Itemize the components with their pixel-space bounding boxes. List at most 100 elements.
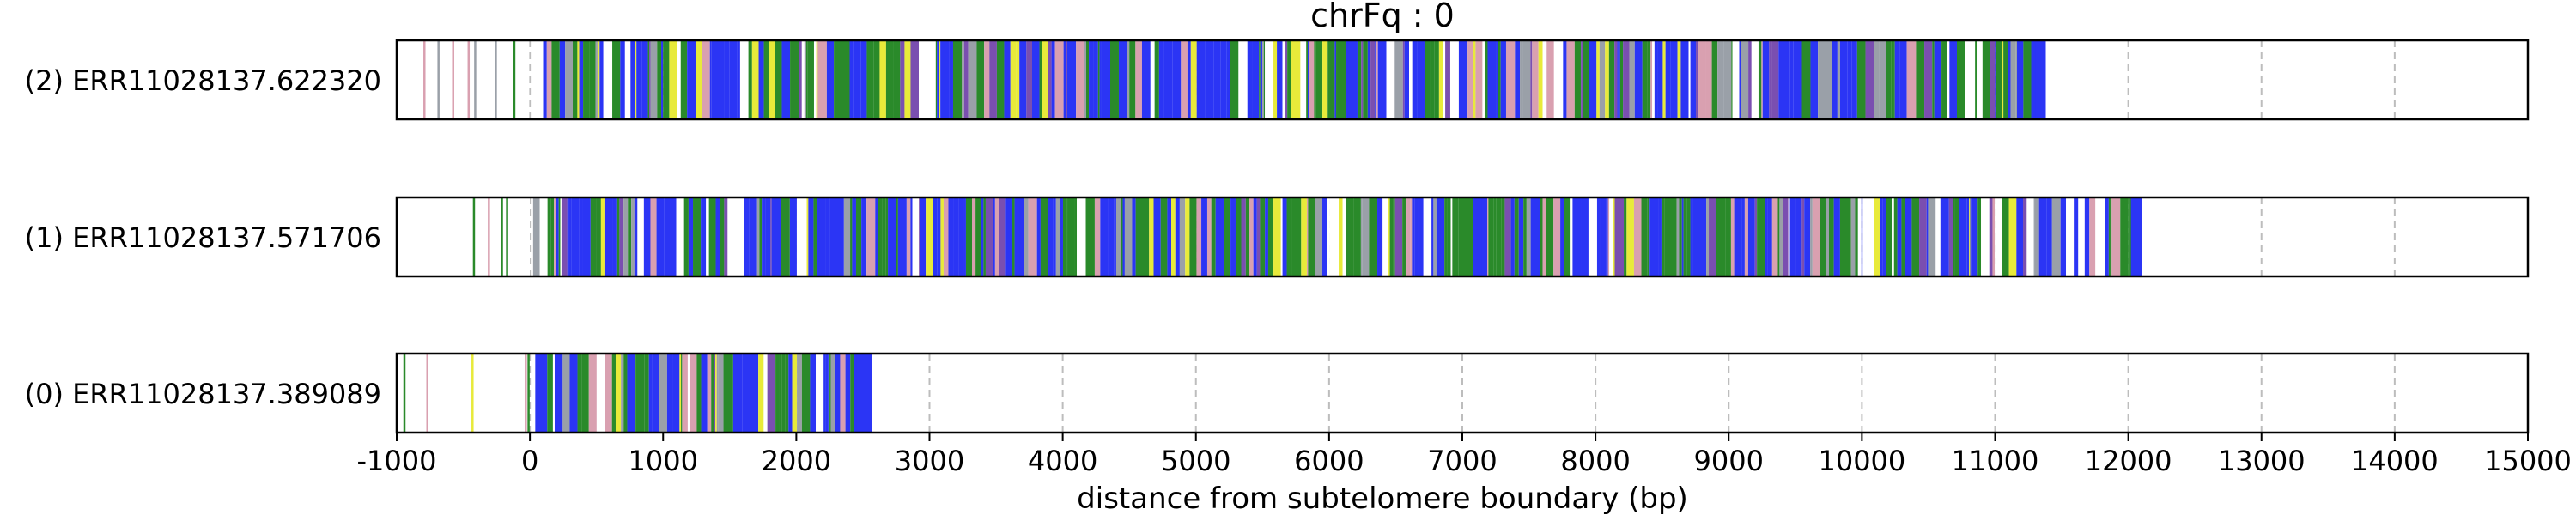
read-stripe — [1436, 197, 1440, 276]
read-stripe — [1546, 40, 1554, 119]
read-stripe — [825, 197, 830, 276]
read-stripe — [2033, 197, 2035, 276]
read-stripe — [565, 40, 574, 119]
read-stripe — [1032, 40, 1040, 119]
read-stripe — [799, 40, 802, 119]
read-stripe — [850, 197, 853, 276]
read-stripe — [840, 354, 846, 433]
read-stripe — [1205, 40, 1214, 119]
read-stripe — [715, 197, 720, 276]
read-stripe — [904, 40, 911, 119]
read-stripe — [1924, 40, 1933, 119]
read-stripe — [1026, 40, 1033, 119]
read-stripe — [1971, 197, 1978, 276]
read-stripe — [1657, 40, 1663, 119]
read-stripe — [1905, 197, 1912, 276]
read-stripe — [1717, 40, 1724, 119]
read-stripe — [1762, 40, 1770, 119]
read-stripe — [1530, 40, 1533, 119]
read-stripe — [631, 197, 635, 276]
read-stripe — [1564, 197, 1571, 276]
read-stripe — [1820, 197, 1826, 276]
read-stripe — [1731, 40, 1733, 119]
read-stripe — [621, 354, 624, 433]
read-stripe — [1662, 40, 1666, 119]
read-stripe — [663, 40, 670, 119]
read-stripe — [472, 197, 476, 276]
read-stripe — [897, 197, 907, 276]
read-stripe — [893, 40, 901, 119]
read-stripe — [1893, 40, 1895, 119]
read-stripe — [526, 40, 530, 119]
read-stripe — [1546, 197, 1554, 276]
read-end-block — [2130, 197, 2142, 276]
row-frame — [395, 196, 2530, 278]
read-stripe — [775, 40, 782, 119]
read-stripe — [1265, 197, 1268, 276]
read-stripe — [1149, 197, 1154, 276]
read-stripe — [671, 197, 677, 276]
read-stripe — [1865, 40, 1874, 119]
read-stripe — [1286, 197, 1292, 276]
read-stripe — [680, 40, 688, 119]
x-tick-label: 5000 — [1161, 445, 1230, 477]
read-stripe — [683, 197, 689, 276]
read-stripe — [1761, 40, 1763, 119]
read-stripe — [1101, 40, 1111, 119]
read-stripe — [1652, 40, 1655, 119]
read-stripe — [1826, 40, 1832, 119]
read-stripe — [1418, 197, 1424, 276]
read-stripe — [707, 354, 712, 433]
read-stripe — [1949, 40, 1958, 119]
read-stripe — [1605, 40, 1609, 119]
read-stripe — [1698, 40, 1706, 119]
read-stripe — [1337, 40, 1346, 119]
read-stripe — [1965, 40, 1971, 119]
read-stripe — [1581, 40, 1583, 119]
read-stripe — [544, 354, 548, 433]
read-stripe — [1670, 40, 1678, 119]
read-stripe — [652, 354, 659, 433]
read-stripe — [687, 40, 696, 119]
read-stripe — [1066, 40, 1077, 119]
read-stripe — [1894, 40, 1900, 119]
read-stripe — [1723, 40, 1732, 119]
read-stripe — [677, 40, 681, 119]
read-stripe — [1093, 40, 1098, 119]
read-stripe — [1650, 40, 1653, 119]
read-stripe — [1828, 197, 1834, 276]
read-stripe — [1641, 197, 1648, 276]
read-stripe — [426, 354, 428, 433]
read-stripe — [1818, 40, 1826, 119]
read-stripe — [1394, 40, 1403, 119]
read-stripe — [539, 197, 548, 276]
row-label: (2) ERR11028137.622320 — [25, 64, 381, 97]
read-stripe — [1086, 40, 1090, 119]
read-stripe — [1977, 197, 1982, 276]
read-stripe — [1846, 197, 1851, 276]
read-stripe — [1589, 40, 1597, 119]
read-stripe — [1362, 197, 1370, 276]
read-stripe — [1265, 40, 1274, 119]
read-stripe — [1314, 40, 1316, 119]
read-stripe — [1230, 40, 1239, 119]
read-stripe — [612, 40, 621, 119]
read-stripe — [1028, 197, 1037, 276]
read-stripe — [583, 40, 590, 119]
read-stripe — [2046, 197, 2052, 276]
read-stripe — [1077, 197, 1086, 276]
read-stripe — [1051, 40, 1055, 119]
read-stripe — [644, 354, 649, 433]
row-frame — [395, 39, 2530, 121]
read-stripe — [1757, 197, 1765, 276]
read-stripe — [672, 354, 680, 433]
read-stripe — [759, 197, 763, 276]
read-stripe — [1871, 197, 1874, 276]
read-stripe — [2051, 197, 2061, 276]
read-stripe — [1996, 40, 2002, 119]
read-stripe — [1259, 40, 1261, 119]
read-stripe — [1308, 197, 1315, 276]
read-stripe — [1779, 197, 1783, 276]
read-stripe — [1954, 197, 1959, 276]
read-stripe — [744, 40, 749, 119]
